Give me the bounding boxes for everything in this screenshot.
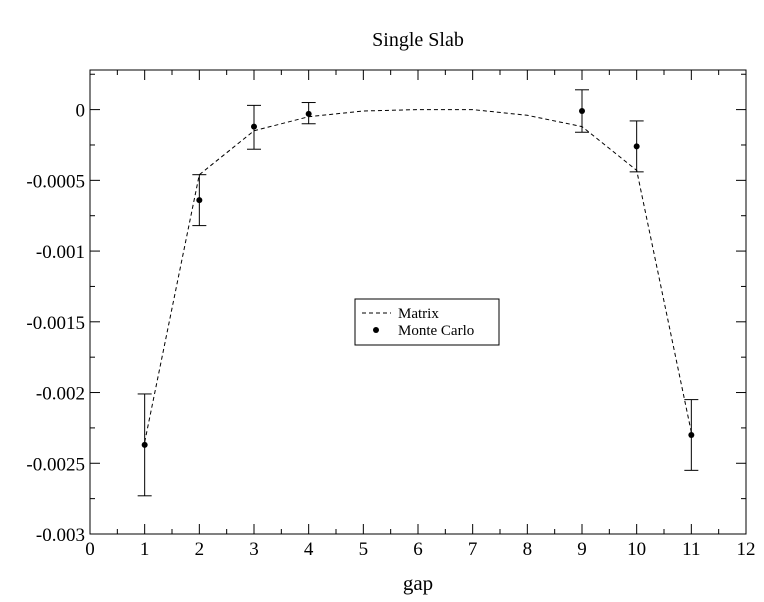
- x-tick-label: 5: [359, 539, 369, 560]
- x-tick-label: 12: [737, 539, 756, 560]
- y-tick-label: 0: [76, 101, 86, 122]
- y-tick-label: -0.0015: [26, 313, 85, 334]
- y-tick-label: -0.003: [36, 525, 85, 546]
- x-axis: 0 1 2 3 4 5 6 7 8 9 10 11 12: [85, 70, 756, 560]
- monte-carlo-point: [579, 108, 585, 115]
- monte-carlo-point: [141, 441, 148, 448]
- monte-carlo-point: [633, 143, 640, 150]
- monte-carlo-point: [196, 197, 203, 204]
- legend-box: [354, 298, 500, 346]
- x-tick-label: 2: [195, 539, 205, 560]
- matrix-line: [144, 109, 692, 443]
- y-tick-label: -0.0025: [26, 454, 85, 475]
- x-tick-label: 6: [413, 539, 423, 560]
- monte-carlo-point: [305, 110, 312, 117]
- matrix-series: [144, 109, 692, 443]
- y-tick-label: -0.002: [36, 384, 85, 405]
- x-axis-label: gap: [403, 571, 433, 595]
- x-tick-label: 11: [682, 539, 700, 560]
- legend-matrix-label: Matrix: [398, 306, 439, 322]
- x-tick-label: 9: [577, 539, 587, 560]
- legend-monte-carlo-label: Monte Carlo: [398, 323, 474, 339]
- monte-carlo-point: [688, 431, 695, 438]
- legend-monte-carlo-swatch: [373, 327, 379, 333]
- y-tick-label: -0.001: [36, 242, 85, 263]
- x-tick-label: 0: [85, 539, 95, 560]
- legend: Matrix Monte Carlo: [354, 298, 500, 346]
- x-tick-label: 10: [627, 539, 646, 560]
- x-tick-label: 1: [140, 539, 150, 560]
- x-tick-label: 3: [249, 539, 259, 560]
- y-tick-label: -0.0005: [26, 171, 85, 192]
- monte-carlo-series: [137, 89, 699, 497]
- x-tick-label: 7: [468, 539, 478, 560]
- chart-title: Single Slab: [372, 29, 464, 51]
- x-tick-label: 8: [523, 539, 533, 560]
- monte-carlo-point: [251, 123, 257, 130]
- x-tick-label: 4: [304, 539, 314, 560]
- y-axis: 0 -0.0005 -0.001 -0.0015 -0.002 -0.0025 -0.003: [26, 73, 746, 546]
